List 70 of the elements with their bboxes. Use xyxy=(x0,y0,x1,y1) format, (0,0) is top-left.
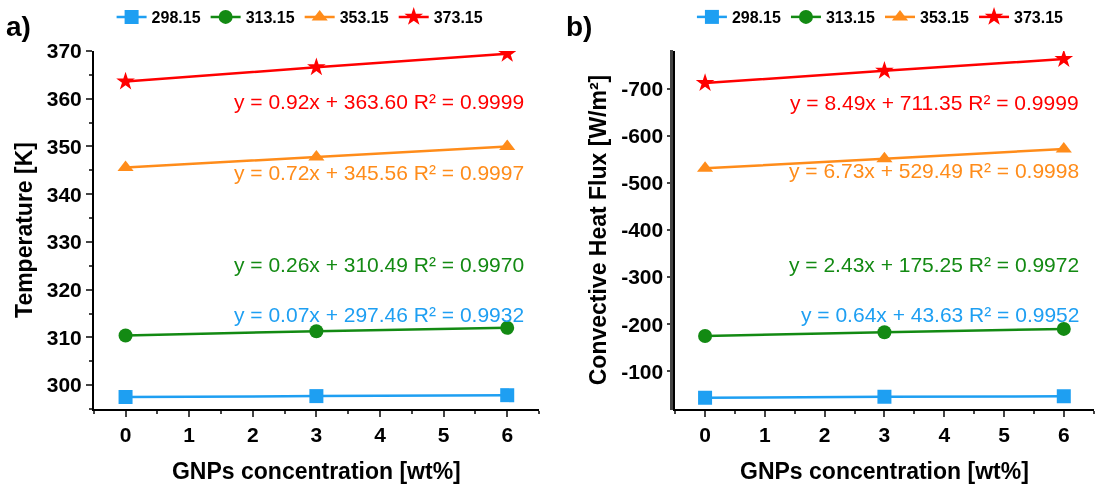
legend-label: 313.15 xyxy=(245,9,295,27)
annotation: y = 8.49x + 711.35 R² = 0.9999 xyxy=(790,91,1079,114)
annotation: y = 0.26x + 310.49 R² = 0.9970 xyxy=(234,253,525,276)
point xyxy=(695,73,715,91)
y-tick-label: -200 xyxy=(621,312,664,336)
x-tick-label: 3 xyxy=(878,422,891,446)
x-axis-title: GNPs concentration [wt%] xyxy=(740,458,1029,485)
x-tick-label: 2 xyxy=(246,422,259,446)
point xyxy=(1055,141,1072,153)
x-tick-label: 1 xyxy=(759,422,772,446)
point xyxy=(309,389,324,404)
y-tick-label: 360 xyxy=(46,87,82,111)
point xyxy=(877,389,892,404)
point xyxy=(309,324,324,339)
x-tick-label: 0 xyxy=(699,422,711,446)
point xyxy=(500,388,515,403)
x-tick-label: 0 xyxy=(119,422,132,446)
point xyxy=(1056,389,1071,404)
point xyxy=(876,151,893,163)
y-tick-label: -500 xyxy=(621,171,664,195)
chart-title: a) xyxy=(6,11,31,42)
point xyxy=(118,390,133,405)
y-tick-label: -300 xyxy=(621,265,664,289)
y-tick-label: 320 xyxy=(46,278,82,302)
x-tick-label: 5 xyxy=(998,422,1011,446)
y-tick-label: 330 xyxy=(46,230,82,254)
annotation: y = 0.72x + 345.56 R² = 0.9997 xyxy=(234,161,525,184)
annotation: y = 0.92x + 363.60 R² = 0.9999 xyxy=(234,90,525,113)
x-tick-label: 2 xyxy=(818,422,831,446)
annotation: y = 0.64x + 43.63 R² = 0.9952 xyxy=(801,303,1080,326)
x-tick-label: 3 xyxy=(310,422,323,446)
chart-title: b) xyxy=(566,11,593,42)
legend-label: 313.15 xyxy=(825,9,875,27)
y-tick-label: 300 xyxy=(46,373,82,397)
legend-label: 373.15 xyxy=(433,9,483,27)
annotation: y = 0.07x + 297.46 R² = 0.9932 xyxy=(234,303,525,326)
legend-label: 298.15 xyxy=(731,9,781,27)
y-tick-label: 340 xyxy=(46,182,82,206)
point xyxy=(875,60,894,79)
x-tick-label: 6 xyxy=(1057,422,1070,446)
y-tick-label: -600 xyxy=(621,124,664,148)
annotation: y = 2.43x + 175.25 R² = 0.9972 xyxy=(789,253,1080,276)
y-tick-label: 350 xyxy=(46,134,82,158)
y-tick-label: 370 xyxy=(46,39,82,63)
x-axis-title: GNPs concentration [wt%] xyxy=(171,458,461,485)
y-tick-label: -700 xyxy=(621,77,664,101)
point xyxy=(698,390,713,405)
y-axis-title: Convective Heat Flux [W/m²] xyxy=(585,74,612,386)
point xyxy=(308,149,325,161)
y-tick-label: -100 xyxy=(621,359,664,383)
legend-label: 353.15 xyxy=(339,9,389,27)
y-axis-title: Temperature [K] xyxy=(10,142,37,318)
legend-label: 373.15 xyxy=(1014,9,1064,27)
x-tick-label: 5 xyxy=(437,422,450,446)
point xyxy=(116,71,135,90)
point xyxy=(877,325,892,340)
x-tick-label: 6 xyxy=(501,422,514,446)
point xyxy=(118,328,133,343)
point xyxy=(1056,321,1071,336)
annotation: y = 6.73x + 529.49 R² = 0.9998 xyxy=(789,159,1080,182)
x-tick-label: 4 xyxy=(938,422,951,446)
legend-label: 298.15 xyxy=(151,9,201,27)
legend-label: 353.15 xyxy=(920,9,970,27)
y-tick-label: -400 xyxy=(621,218,664,242)
x-tick-label: 4 xyxy=(374,422,387,446)
y-tick-label: 310 xyxy=(46,325,82,349)
point xyxy=(307,57,326,76)
point xyxy=(698,328,713,343)
point xyxy=(1054,51,1074,67)
x-tick-label: 1 xyxy=(183,422,196,446)
